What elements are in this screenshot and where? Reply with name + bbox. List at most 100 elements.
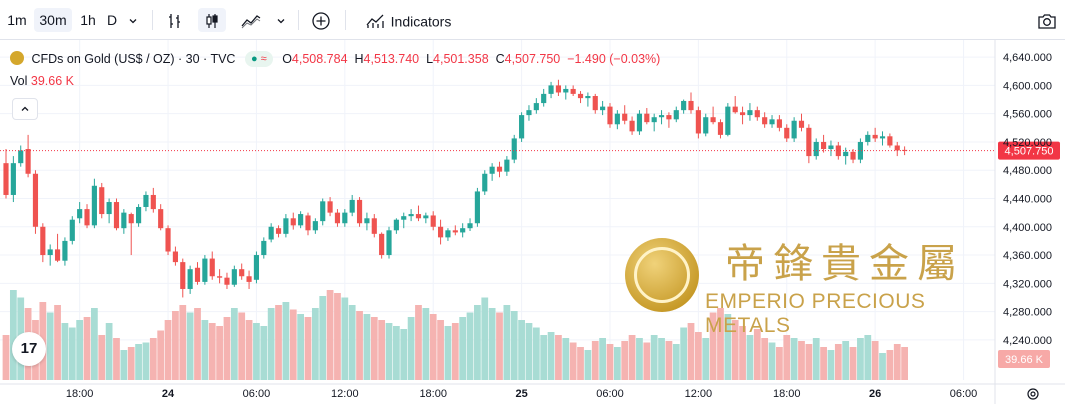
market-status-pill[interactable]: ● ≈ [244,50,273,67]
candle-body[interactable] [511,138,517,160]
chart-type-chevron-icon[interactable] [272,8,290,32]
candle-body[interactable] [504,159,510,172]
candle-body[interactable] [585,96,591,99]
candle-body[interactable] [393,219,399,231]
candle-body[interactable] [224,277,230,285]
candle-body[interactable] [423,215,429,219]
candle-body[interactable] [113,202,120,229]
candle-body[interactable] [813,141,819,157]
candle-body[interactable] [519,115,525,139]
candle-body[interactable] [312,221,318,231]
candles-style-icon[interactable] [198,8,226,32]
candle-body[interactable] [217,276,223,278]
candle-body[interactable] [769,119,775,125]
candle-body[interactable] [99,187,105,215]
candle-body[interactable] [732,106,738,113]
bars-style-icon[interactable] [162,8,188,32]
symbol-title[interactable]: CFDs on Gold (US$ / OZ) · 30 · TVC [31,51,236,66]
candle-body[interactable] [364,218,370,224]
candle-body[interactable] [865,134,871,142]
candle-body[interactable] [283,218,289,234]
candle-body[interactable] [592,96,598,111]
candle-body[interactable] [482,173,488,192]
candle-body[interactable] [209,258,215,277]
candle-body[interactable] [401,216,407,220]
candle-body[interactable] [452,230,458,233]
candle-body[interactable] [268,226,274,240]
candle-body[interactable] [275,228,282,234]
candle-body[interactable] [857,141,863,160]
candle-body[interactable] [725,106,731,135]
candle-body[interactable] [644,113,650,123]
candle-body[interactable] [106,202,112,215]
candle-body[interactable] [798,120,805,128]
candle-body[interactable] [762,117,768,125]
candle-body[interactable] [150,194,156,210]
candle-body[interactable] [843,151,849,157]
candle-body[interactable] [25,149,31,174]
interval-30m-button[interactable]: 30m [34,8,72,32]
candle-body[interactable] [806,127,812,157]
candle-body[interactable] [607,106,613,125]
candle-body[interactable] [415,214,422,219]
candle-body[interactable] [172,251,178,263]
candle-body[interactable] [261,240,267,256]
indicators-button[interactable]: Indicators [356,8,460,32]
candle-body[interactable] [158,209,164,229]
candle-body[interactable] [342,212,348,224]
candle-body[interactable] [474,191,480,224]
candle-body[interactable] [305,215,311,231]
candle-body[interactable] [570,88,576,94]
candle-body[interactable] [717,122,724,135]
candle-body[interactable] [533,103,539,111]
candle-body[interactable] [526,110,532,116]
candle-body[interactable] [651,117,657,123]
candle-body[interactable] [577,93,584,99]
candle-body[interactable] [703,117,709,134]
candle-body[interactable] [253,255,260,280]
candle-body[interactable] [91,185,97,226]
candle-body[interactable] [408,214,414,217]
candle-body[interactable] [445,230,451,238]
candle-body[interactable] [298,214,304,226]
candle-body[interactable] [658,115,665,118]
candle-body[interactable] [379,233,385,256]
candle-body[interactable] [563,88,569,93]
candle-body[interactable] [3,163,9,195]
snapshot-camera-icon[interactable] [1034,8,1060,32]
candle-body[interactable] [371,218,377,234]
candle-body[interactable] [548,85,554,94]
candle-body[interactable] [460,228,466,233]
candle-body[interactable] [739,112,746,116]
candle-body[interactable] [821,141,827,150]
candle-body[interactable] [600,106,606,111]
candle-body[interactable] [496,166,503,172]
compare-plus-icon[interactable] [308,8,334,32]
candle-body[interactable] [489,166,495,174]
candle-body[interactable] [673,110,679,120]
candle-body[interactable] [688,100,694,111]
interval-1h-button[interactable]: 1h [80,12,96,28]
candle-body[interactable] [356,199,363,224]
candle-body[interactable] [202,258,208,282]
candle-body[interactable] [327,201,333,213]
candle-body[interactable] [747,110,753,116]
candle-body[interactable] [835,145,841,157]
candle-body[interactable] [850,151,856,160]
candle-body[interactable] [754,110,760,118]
candle-body[interactable] [10,163,16,195]
candle-body[interactable] [681,100,687,111]
candle-body[interactable] [710,117,716,123]
candle-body[interactable] [430,215,436,227]
candle-body[interactable] [136,206,142,224]
candle-body[interactable] [54,249,61,261]
candle-body[interactable] [62,240,68,261]
candle-body[interactable] [887,136,893,146]
candle-body[interactable] [334,212,341,224]
candle-body[interactable] [231,269,237,285]
candle-body[interactable] [437,226,444,238]
candle-body[interactable] [629,120,635,132]
interval-d-button[interactable]: D [106,12,118,28]
candle-body[interactable] [239,269,245,277]
candle-body[interactable] [187,269,193,289]
